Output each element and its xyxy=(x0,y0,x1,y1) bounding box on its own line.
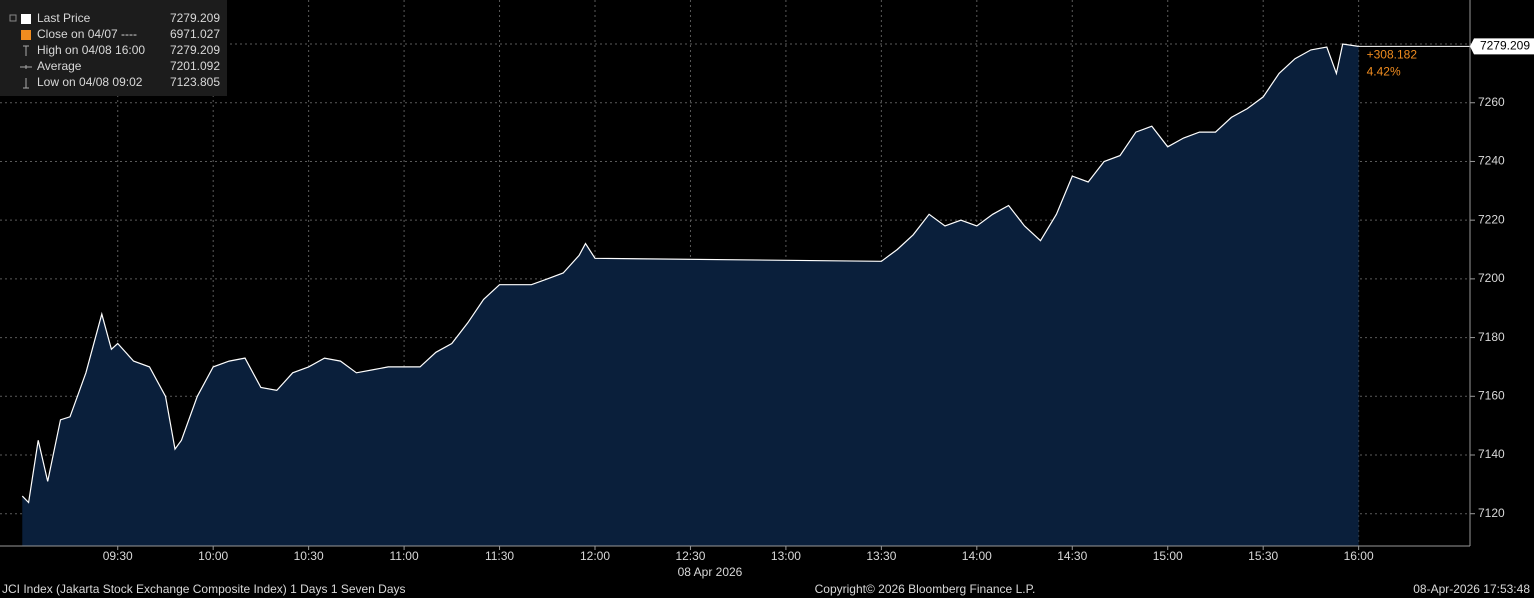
legend-label: Low on 04/08 09:02 xyxy=(37,75,143,89)
y-tick-label: 7200 xyxy=(1478,271,1505,285)
footer-right: 08-Apr-2026 17:53:48 xyxy=(1413,582,1530,596)
x-tick-label: 10:00 xyxy=(198,549,228,563)
y-tick-label: 7180 xyxy=(1478,330,1505,344)
x-sublabel: 08 Apr 2026 xyxy=(678,565,743,579)
legend-swatch xyxy=(21,14,31,24)
legend-value: 6971.027 xyxy=(170,27,220,41)
x-tick-label: 15:00 xyxy=(1153,549,1183,563)
area-fill xyxy=(22,44,1359,546)
y-tick-label: 7140 xyxy=(1478,447,1505,461)
x-tick-label: 14:00 xyxy=(962,549,992,563)
legend-value: 7201.092 xyxy=(170,59,220,73)
x-tick-label: 12:30 xyxy=(675,549,705,563)
price-line xyxy=(21,43,1359,504)
x-tick-label: 14:30 xyxy=(1057,549,1087,563)
legend-label: Close on 04/07 ---- xyxy=(37,27,137,41)
last-price-label: 7279.209 xyxy=(1480,39,1530,53)
x-tick-label: 11:30 xyxy=(485,549,514,563)
x-tick-label: 16:00 xyxy=(1344,549,1374,563)
change-label: +308.182 xyxy=(1367,48,1418,62)
legend-box xyxy=(0,0,227,96)
x-tick-label: 11:00 xyxy=(390,549,419,563)
legend: Last Price 7279.209 Close on 04/07 ---- 697… xyxy=(9,11,220,89)
legend-value: 7279.209 xyxy=(170,11,220,25)
y-tick-label: 7240 xyxy=(1478,154,1505,168)
y-tick-label: 7120 xyxy=(1478,506,1505,520)
legend-icon xyxy=(20,65,32,69)
plot-area xyxy=(0,0,1470,546)
legend-swatch xyxy=(21,30,31,40)
legend-icon xyxy=(23,78,29,89)
legend-label: Last Price xyxy=(37,11,91,25)
legend-value: 7279.209 xyxy=(170,43,220,57)
x-tick-label: 13:30 xyxy=(866,549,896,563)
legend-value: 7123.805 xyxy=(170,75,220,89)
footer-left: JCI Index (Jakarta Stock Exchange Compos… xyxy=(2,582,406,596)
last-price-tag xyxy=(1470,38,1534,55)
x-tick-label: 10:30 xyxy=(294,549,324,563)
x-tick-label: 13:00 xyxy=(771,549,801,563)
x-tick-label: 12:00 xyxy=(580,549,610,563)
y-tick-label: 7160 xyxy=(1478,388,1505,402)
y-tick-label: 7260 xyxy=(1478,95,1505,109)
x-tick-label: 15:30 xyxy=(1248,549,1278,563)
legend-icon xyxy=(23,45,29,56)
legend-label: Average xyxy=(37,59,82,73)
y-tick-label: 7220 xyxy=(1478,212,1505,226)
legend-toggle xyxy=(9,14,17,22)
footer-center: Copyright© 2026 Bloomberg Finance L.P. xyxy=(815,582,1036,596)
change-pct-label: 4.42% xyxy=(1367,65,1401,79)
legend-label: High on 04/08 16:00 xyxy=(37,43,145,57)
x-tick-label: 09:30 xyxy=(103,549,133,563)
